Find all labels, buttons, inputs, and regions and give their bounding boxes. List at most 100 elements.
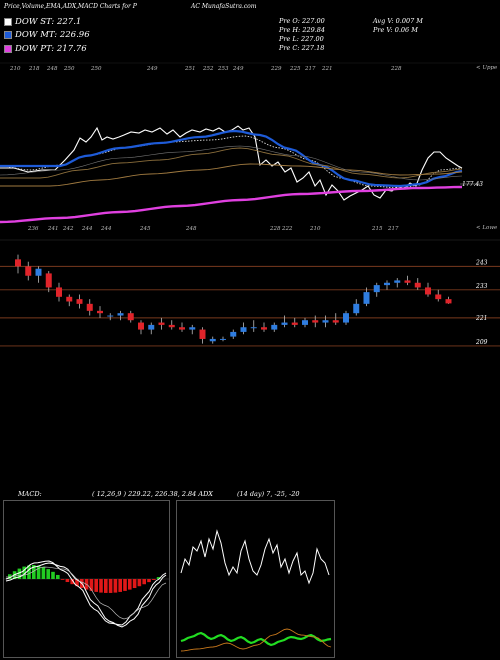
macd-histogram-bar <box>94 579 98 592</box>
long-ema-line <box>0 147 463 179</box>
candle-body <box>76 299 83 304</box>
macd-histogram-bar <box>89 579 94 591</box>
upper-band-label: < Uppe <box>476 65 498 71</box>
macd-histogram-bar <box>75 579 79 587</box>
candle-body <box>404 280 411 283</box>
support-level-label: 233 <box>475 283 488 290</box>
macd-histogram-bar <box>113 579 118 593</box>
lower-tick-label: 222 <box>281 226 293 232</box>
candle-body <box>209 338 216 342</box>
macd-histogram-bar <box>147 579 151 583</box>
upper-tick-label: 249 <box>232 66 244 72</box>
lower-tick-label: 242 <box>62 226 74 232</box>
candle-body <box>220 338 226 340</box>
upper-tick-label: 248 <box>46 66 58 72</box>
legend-label: DOW MT: 226.96 <box>15 30 90 40</box>
candle-body <box>291 322 298 325</box>
upper-tick-label: 250 <box>63 66 75 72</box>
long-ema-line-2 <box>0 163 463 187</box>
candle-body <box>312 320 319 323</box>
support-level-label: 221 <box>475 315 487 322</box>
macd-histogram-bar <box>51 571 55 579</box>
candle-body <box>353 303 360 314</box>
macd-histogram-bar <box>32 565 36 579</box>
candle-body <box>445 299 452 304</box>
legend-swatch-icon <box>4 44 12 53</box>
candle-body <box>45 273 52 288</box>
upper-tick-label: 249 <box>146 66 158 72</box>
upper-tick-label: 217 <box>304 66 316 72</box>
macd-histogram-bar <box>22 566 26 579</box>
macd-histogram-bar <box>156 577 161 579</box>
upper-tick-label: 252 <box>202 66 214 72</box>
candle-body <box>332 320 339 323</box>
upper-tick-label: 218 <box>28 66 40 72</box>
macd-values: ( 12,26,9 ) 229.22, 226.38, 2.84 ADX <box>92 490 213 498</box>
lower-tick-label: 244 <box>100 226 112 232</box>
lower-tick-label: 228 <box>269 226 281 232</box>
macd-histogram-bar <box>41 566 46 579</box>
stat-close: Pre C: 227.18 <box>279 44 325 52</box>
candle-body <box>373 285 380 293</box>
upper-tick-label: 225 <box>289 66 301 72</box>
upper-tick-label: 229 <box>270 66 282 72</box>
candle-body <box>384 282 390 286</box>
upper-tick-label: 250 <box>90 66 102 72</box>
candle-body <box>86 303 93 311</box>
lower-tick-label: 236 <box>27 226 39 232</box>
legend-label: DOW ST: 227.1 <box>15 17 82 27</box>
candle-body <box>250 327 257 329</box>
macd-histogram-bar <box>56 574 60 579</box>
stat-high: Pre H: 229.84 <box>279 26 326 34</box>
candle-body <box>25 266 32 276</box>
medium-ema-line <box>0 129 463 188</box>
stat-avg-volume: Avg V: 0.007 M <box>373 17 423 25</box>
candle-body <box>240 327 247 332</box>
chart-title: Price,Volume,EMA,ADX,MACD Charts for P <box>4 3 137 10</box>
candle-body <box>138 322 144 330</box>
candle-body <box>97 310 103 314</box>
legend-dow-pt: DOW PT: 217.76 <box>4 44 87 54</box>
stat-volume: Pre V: 0.06 M <box>373 26 418 34</box>
macd-histogram-bar <box>65 579 70 583</box>
candle-body <box>66 296 73 302</box>
macd-histogram-bar <box>123 579 127 591</box>
adx-panel <box>176 500 335 658</box>
long-term-ema-line <box>0 185 463 224</box>
upper-tick-label: 251 <box>184 66 196 72</box>
short-ema-line <box>0 135 463 189</box>
price-chart: 210 218 248 250 250 249 251 252 253 249 229 225 217 2… <box>0 62 500 347</box>
lower-tick-label: 245 <box>139 226 151 232</box>
lower-tick-label: 215 <box>371 226 383 232</box>
upper-tick-label: 228 <box>390 66 402 72</box>
candle-body <box>322 320 329 323</box>
site-name: AC MunafaSutra.com <box>191 3 257 10</box>
macd-histogram-bar <box>142 579 146 585</box>
candle-body <box>148 324 155 330</box>
macd-histogram-bar <box>104 579 108 593</box>
candle-body <box>261 327 267 330</box>
adx-line <box>180 529 330 585</box>
candle-body <box>56 287 62 297</box>
macd-histogram-bar <box>46 569 50 579</box>
candle-body <box>199 329 206 339</box>
candle-body <box>343 313 349 323</box>
stat-low: Pre L: 227.00 <box>279 35 324 43</box>
macd-slow-line <box>5 566 167 620</box>
lower-band-label: < Lowe <box>476 225 498 231</box>
upper-tick-label: 253 <box>217 66 229 72</box>
candle-body <box>435 294 442 300</box>
macd-panel <box>3 500 170 658</box>
legend-dow-mt: DOW MT: 226.96 <box>4 30 90 40</box>
lower-tick-label: 244 <box>81 226 93 232</box>
macd-histogram-bar <box>36 565 41 579</box>
macd-histogram-bar <box>108 579 113 593</box>
candle-body <box>15 259 21 267</box>
candle-body <box>179 327 185 330</box>
macd-histogram-bar <box>137 579 142 587</box>
candle-body <box>107 315 114 317</box>
candle-body <box>189 327 196 330</box>
ema-line-grey <box>0 145 463 181</box>
candle-body <box>158 322 165 325</box>
candle-body <box>230 331 237 337</box>
